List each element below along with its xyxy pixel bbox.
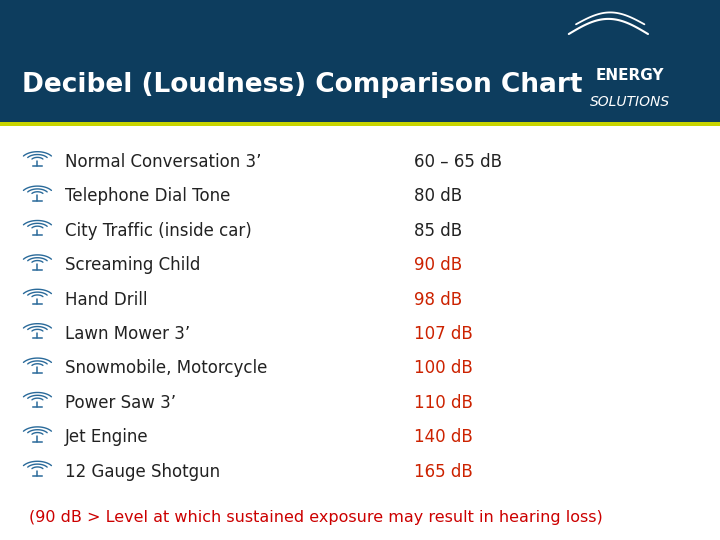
Text: 90 dB: 90 dB bbox=[414, 256, 462, 274]
Text: 60 – 65 dB: 60 – 65 dB bbox=[414, 153, 502, 171]
Text: 110 dB: 110 dB bbox=[414, 394, 473, 411]
Text: Telephone Dial Tone: Telephone Dial Tone bbox=[65, 187, 230, 205]
FancyBboxPatch shape bbox=[0, 122, 720, 126]
FancyBboxPatch shape bbox=[0, 0, 720, 122]
Text: Lawn Mower 3’: Lawn Mower 3’ bbox=[65, 325, 190, 343]
Text: 107 dB: 107 dB bbox=[414, 325, 473, 343]
Text: ENERGY: ENERGY bbox=[595, 68, 665, 83]
Text: 100 dB: 100 dB bbox=[414, 359, 473, 377]
Text: 85 dB: 85 dB bbox=[414, 222, 462, 240]
Text: Screaming Child: Screaming Child bbox=[65, 256, 200, 274]
Text: Decibel (Loudness) Comparison Chart: Decibel (Loudness) Comparison Chart bbox=[22, 72, 582, 98]
Text: Hand Drill: Hand Drill bbox=[65, 291, 148, 308]
Text: Normal Conversation 3’: Normal Conversation 3’ bbox=[65, 153, 261, 171]
Text: (90 dB > Level at which sustained exposure may result in hearing loss): (90 dB > Level at which sustained exposu… bbox=[29, 510, 603, 525]
Text: 80 dB: 80 dB bbox=[414, 187, 462, 205]
Text: 98 dB: 98 dB bbox=[414, 291, 462, 308]
Text: 165 dB: 165 dB bbox=[414, 462, 473, 481]
Text: 12 Gauge Shotgun: 12 Gauge Shotgun bbox=[65, 462, 220, 481]
Text: City Traffic (inside car): City Traffic (inside car) bbox=[65, 222, 251, 240]
Text: 140 dB: 140 dB bbox=[414, 428, 473, 446]
Text: Snowmobile, Motorcycle: Snowmobile, Motorcycle bbox=[65, 359, 267, 377]
Text: SOLUTIONS: SOLUTIONS bbox=[590, 95, 670, 109]
Text: Power Saw 3’: Power Saw 3’ bbox=[65, 394, 176, 411]
Text: Jet Engine: Jet Engine bbox=[65, 428, 148, 446]
